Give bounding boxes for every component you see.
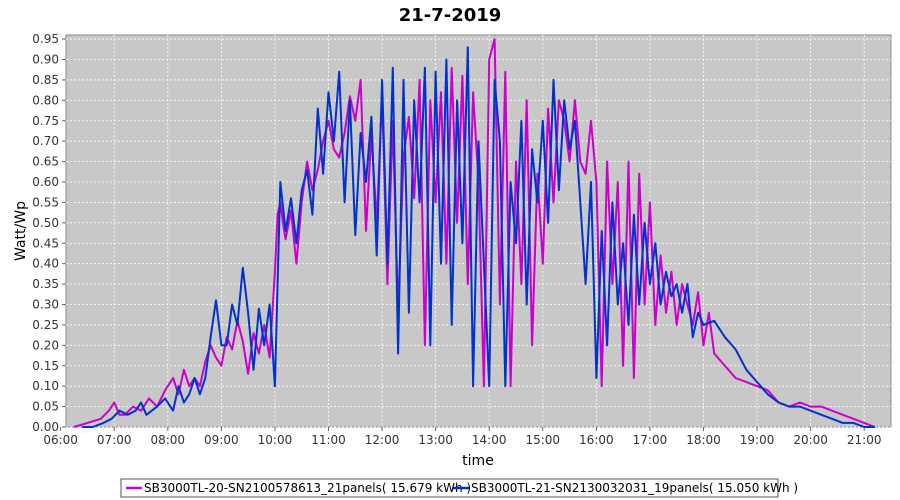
x-axis-label: time bbox=[462, 453, 494, 469]
y-tick-label: 0.20 bbox=[32, 338, 59, 352]
x-tick-label: 18:00 bbox=[686, 433, 721, 447]
y-tick-label: 0.45 bbox=[32, 236, 59, 250]
y-tick-label: 0.00 bbox=[32, 420, 59, 434]
y-tick-label: 0.90 bbox=[32, 53, 59, 67]
x-axis: 06:00 07:00 08:00 09:00 10:00 11:00 12:00 13:00… bbox=[43, 427, 882, 447]
y-tick-label: 0.65 bbox=[32, 155, 59, 169]
x-tick-label: 17:00 bbox=[633, 433, 668, 447]
series-group bbox=[73, 38, 876, 428]
y-tick-label: 0.75 bbox=[32, 114, 59, 128]
y-tick-label: 0.55 bbox=[32, 195, 59, 209]
y-axis-label: Watt/Wp bbox=[13, 201, 29, 261]
x-tick-label: 20:00 bbox=[793, 433, 828, 447]
y-tick-label: 0.50 bbox=[32, 216, 59, 230]
x-tick-label: 12:00 bbox=[365, 433, 400, 447]
x-tick-label: 10:00 bbox=[258, 433, 293, 447]
y-axis: 0.00 0.05 0.10 0.15 0.20 0.25 0.30 0.35 0.40 0.45… bbox=[32, 32, 66, 434]
x-tick-label: 13:00 bbox=[418, 433, 453, 447]
x-tick-label: 15:00 bbox=[525, 433, 560, 447]
legend: SB3000TL-20-SN2100578613_21panels( 15.67… bbox=[120, 478, 798, 498]
y-tick-label: 0.10 bbox=[32, 379, 59, 393]
x-tick-label: 07:00 bbox=[97, 433, 132, 447]
y-tick-label: 0.25 bbox=[32, 318, 59, 332]
x-tick-label: 06:00 bbox=[43, 433, 78, 447]
y-tick-label: 0.05 bbox=[32, 400, 59, 414]
y-tick-label: 0.40 bbox=[32, 257, 59, 271]
x-tick-label: 16:00 bbox=[579, 433, 614, 447]
x-tick-label: 21:00 bbox=[847, 433, 882, 447]
y-tick-label: 0.15 bbox=[32, 359, 59, 373]
x-tick-label: 19:00 bbox=[740, 433, 775, 447]
y-tick-label: 0.70 bbox=[32, 134, 59, 148]
x-tick-label: 08:00 bbox=[150, 433, 185, 447]
plot-area bbox=[65, 34, 892, 428]
y-tick-label: 0.60 bbox=[32, 175, 59, 189]
y-tick-label: 0.85 bbox=[32, 73, 59, 87]
chart-title: 21-7-2019 bbox=[399, 5, 502, 26]
y-tick-label: 0.30 bbox=[32, 298, 59, 312]
y-tick-label: 0.35 bbox=[32, 277, 59, 291]
legend-label-2: SB3000TL-21-SN2130032031_19panels( 15.05… bbox=[471, 481, 798, 495]
y-tick-label: 0.80 bbox=[32, 93, 59, 107]
legend-label-1: SB3000TL-20-SN2100578613_21panels( 15.67… bbox=[144, 481, 471, 495]
x-tick-label: 11:00 bbox=[311, 433, 346, 447]
series-line-2 bbox=[82, 46, 875, 428]
x-tick-label: 09:00 bbox=[204, 433, 239, 447]
legend-box bbox=[120, 478, 779, 498]
series-line-1 bbox=[73, 38, 876, 428]
y-tick-label: 0.95 bbox=[32, 32, 59, 46]
x-tick-label: 14:00 bbox=[472, 433, 507, 447]
